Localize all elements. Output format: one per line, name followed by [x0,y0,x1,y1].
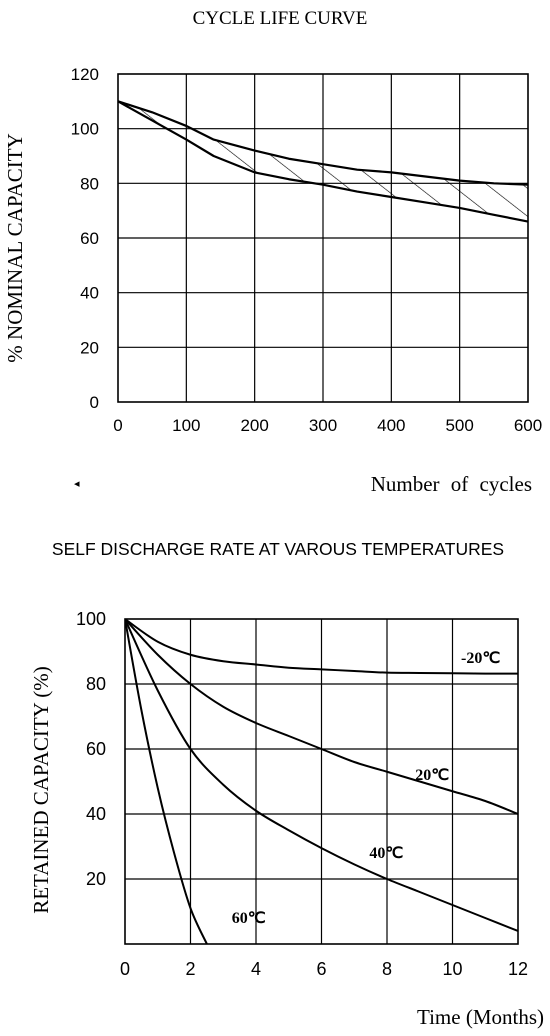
chart1-y-tick-label: 40 [80,284,99,303]
chart2-title: SELF DISCHARGE RATE AT VAROUS TEMPERATUR… [52,539,504,559]
marker-glyph: ◂ [74,478,80,490]
chart2-y-tick-label: 80 [86,674,106,694]
chart2-y-tick-label: 40 [86,804,106,824]
chart2-x-tick-label: 0 [120,959,130,979]
chart1-x-tick-label: 0 [113,416,122,435]
chart1-x-tick-label: 100 [172,416,200,435]
chart1-y-tick-label: 100 [71,120,99,139]
chart2-x-tick-label: 10 [442,959,462,979]
chart1-x-tick-label: 400 [377,416,405,435]
chart2-line-minus20c [125,619,518,675]
chart2-x-tick-label: 6 [316,959,326,979]
chart1-x-ticks: 0 100 200 300 400 500 600 [113,416,542,435]
chart1-x-tick-label: 600 [514,416,542,435]
chart1-series [117,100,529,223]
chart2-label-60c: 60℃ [232,910,266,927]
chart1-x-tick-label: 200 [240,416,268,435]
chart1-x-tick-label: 500 [445,416,473,435]
chart1-y-ticks: 0 20 40 60 80 100 120 [71,65,99,412]
chart2-x-tick-label: 8 [382,959,392,979]
chart2-series [125,619,518,944]
chart1-y-tick-label: 60 [80,229,99,248]
chart2-y-tick-label: 20 [86,869,106,889]
chart2-label-40c: 40℃ [369,845,403,862]
chart2-grid [124,618,519,945]
chart2-line-60c [125,619,208,944]
chart2-y-axis-label: RETAINED CAPACITY (%) [29,666,53,914]
chart2-label-20c: 20℃ [415,767,449,784]
chart2-y-ticks: 20 40 60 80 100 [76,609,106,889]
cycle-life-chart: CYCLE LIFE CURVE 0 100 200 300 400 500 600 0 20… [3,8,542,496]
chart2-x-tick-label: 12 [508,959,528,979]
chart1-shaded-band [118,101,528,222]
chart1-x-tick-label: 300 [309,416,337,435]
chart2-x-tick-label: 4 [251,959,261,979]
chart1-x-axis-label: Number of cycles [371,472,532,496]
chart2-x-axis-label: Time (Months) [417,1005,544,1029]
chart1-lower-line [117,100,529,223]
chart2-x-tick-label: 2 [185,959,195,979]
chart1-y-tick-label: 0 [90,393,99,412]
chart1-y-axis-label: % NOMINAL CAPACITY [3,133,27,362]
chart1-title: CYCLE LIFE CURVE [193,8,368,29]
chart1-y-tick-label: 120 [71,65,99,84]
self-discharge-chart: SELF DISCHARGE RATE AT VAROUS TEMPERATUR… [29,539,544,1029]
chart2-line-40c [125,619,518,932]
chart1-y-tick-label: 80 [80,174,99,193]
chart1-upper-line [117,100,529,186]
chart1-y-tick-label: 20 [80,338,99,357]
chart2-y-tick-label: 100 [76,609,106,629]
chart2-label-minus20c: -20℃ [461,650,500,667]
chart2-x-ticks: 0 2 4 6 8 10 12 [120,959,528,979]
chart2-line-20c [125,619,518,815]
chart2-y-tick-label: 60 [86,739,106,759]
chart2-series-labels: -20℃ 20℃ 40℃ 60℃ [232,650,501,927]
